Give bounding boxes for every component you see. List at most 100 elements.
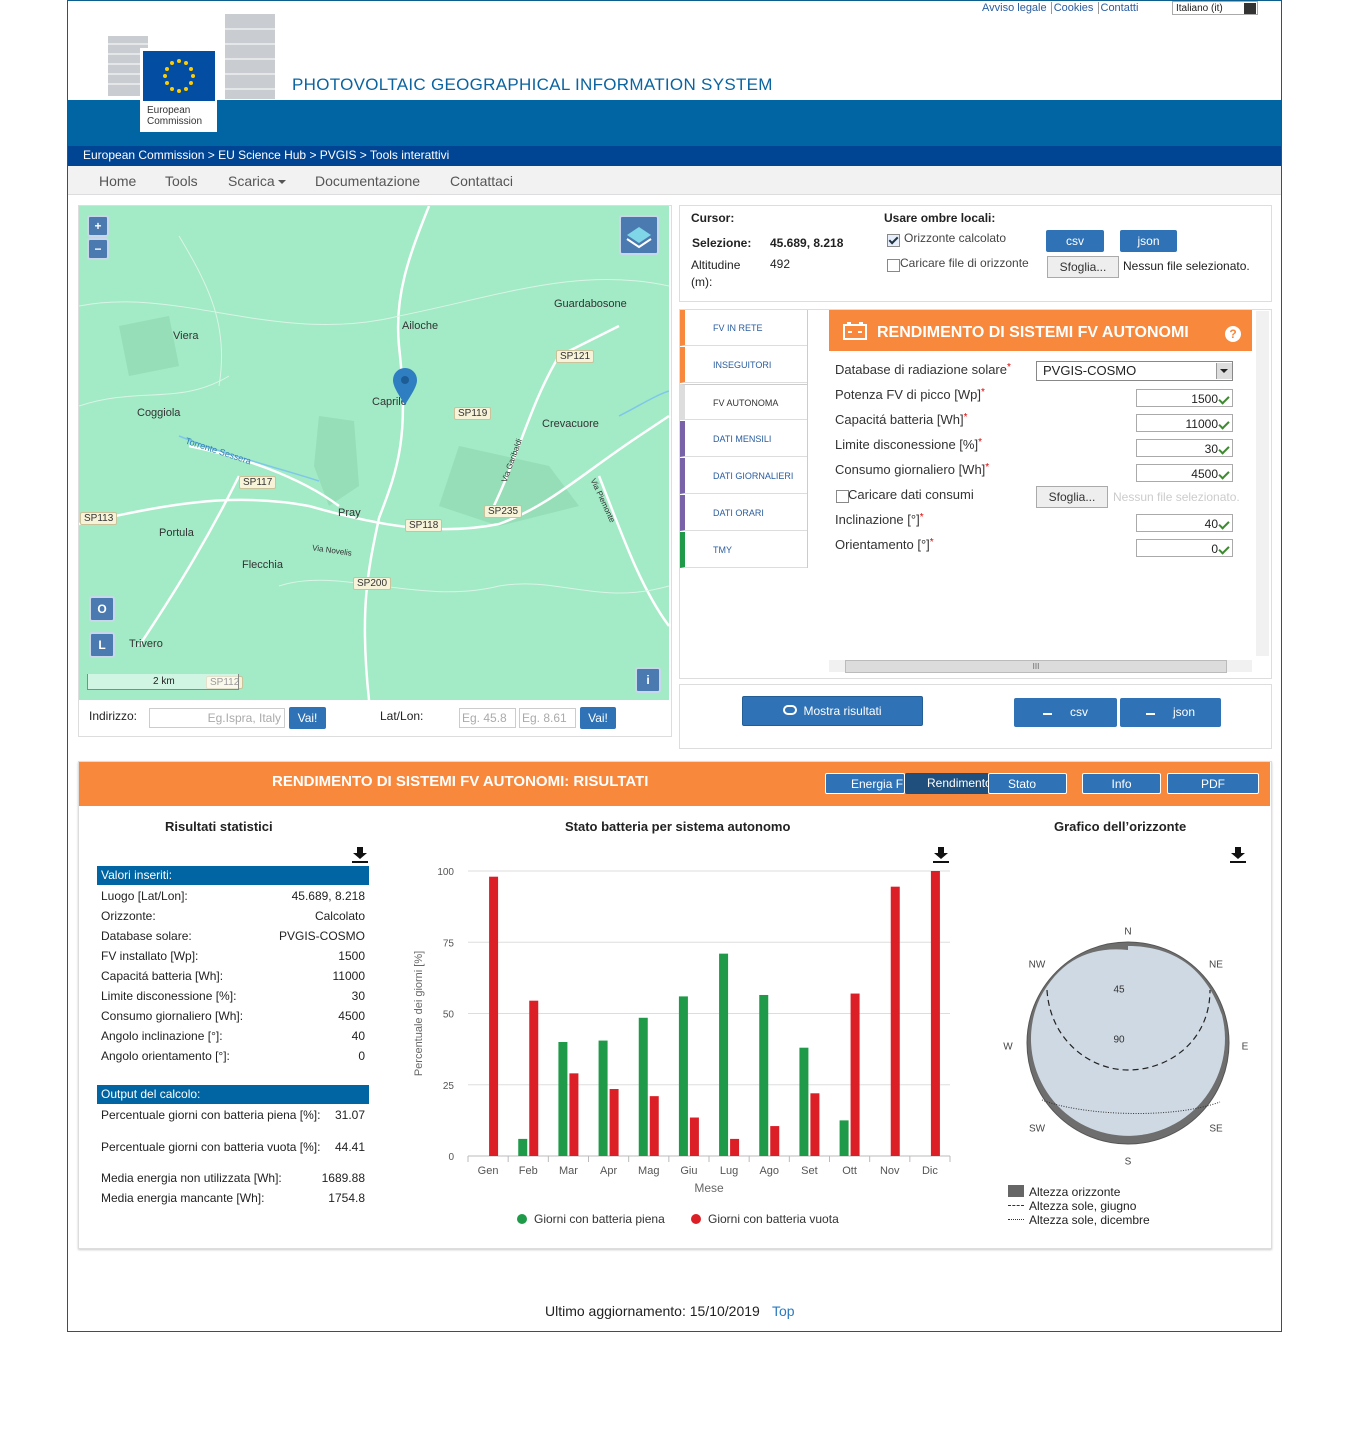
map-scale: 2 km	[87, 674, 239, 690]
lat-input[interactable]: Eg. 45.8	[459, 708, 516, 728]
map-button[interactable]: O	[89, 596, 115, 622]
last-update: Ultimo aggiornamento: 15/10/2019	[545, 1303, 760, 1319]
go-button[interactable]: Vai!	[580, 707, 616, 729]
download-icon[interactable]	[1229, 846, 1247, 864]
download-icon[interactable]	[932, 846, 950, 864]
tab[interactable]: FV IN RETE	[680, 310, 807, 346]
results-title: RENDIMENTO DI SISTEMI FV AUTONOMI: RISUL…	[272, 773, 649, 790]
map-button[interactable]: L	[89, 632, 115, 658]
tab[interactable]: DATI ORARI	[680, 495, 807, 531]
link[interactable]: Cookies	[1050, 2, 1094, 14]
breadcrumb[interactable]: European Commission > EU Science Hub > P…	[83, 148, 450, 162]
layers-button[interactable]	[619, 215, 659, 255]
tab[interactable]: DATI MENSILI	[680, 421, 807, 457]
download-icon[interactable]	[351, 846, 369, 864]
json-button[interactable]: json	[1120, 230, 1177, 252]
checkbox-checked[interactable]	[887, 234, 900, 247]
battery-icon	[843, 322, 867, 340]
y-tick-label: 25	[443, 1081, 455, 1092]
row-label: Percentuale giorni con batteria piena [%…	[101, 1108, 321, 1122]
csv-button[interactable]: csv	[1014, 698, 1117, 727]
x-tick-label: Ott	[842, 1165, 857, 1177]
field-input[interactable]: 11000	[1136, 414, 1233, 432]
vertical-scrollbar[interactable]	[1256, 311, 1269, 656]
language-select[interactable]: Italiano (it)	[1172, 1, 1258, 15]
browse-button[interactable]: Sfoglia...	[1047, 256, 1119, 278]
field-input[interactable]: 4500	[1136, 464, 1233, 482]
bar	[719, 953, 729, 1156]
show-results-button[interactable]: Mostra risultati	[742, 696, 923, 726]
scroll-grip: III	[1032, 662, 1040, 671]
scale-label: 2 km	[153, 676, 175, 687]
legend-label: Giorni con batteria piena	[534, 1212, 665, 1226]
tab[interactable]: INSEGUITORI	[680, 347, 807, 383]
result-tab[interactable]: Stato batter	[988, 773, 1067, 794]
battery-chart: 0 25 50 75 100 Gen Feb Mar Apr Mag Giu Lug Ago Set Ott…	[413, 867, 951, 1226]
label-text: Inclinazione [°]	[835, 512, 920, 527]
info-button[interactable]: Info	[1082, 773, 1161, 794]
zoom-out[interactable]: −	[87, 238, 109, 260]
bar	[730, 1138, 740, 1156]
nav-item[interactable]: Contattaci	[450, 173, 514, 189]
address-input[interactable]: Eg.Ispra, Italy	[149, 708, 285, 728]
nav-item[interactable]: Scarica	[228, 173, 275, 189]
checkbox[interactable]	[836, 490, 849, 503]
site-title: PHOTOVOLTAIC GEOGRAPHICAL INFORMATION SY…	[292, 75, 773, 94]
json-button[interactable]: json	[1120, 698, 1221, 727]
map[interactable]: Guardabosone Viera Ailoche SP121 Caprile…	[79, 206, 669, 700]
help-icon[interactable]: ?	[1225, 326, 1241, 342]
map-road-label: SP200	[353, 577, 392, 590]
table-row: Angolo orientamento [°]: 0	[101, 1049, 365, 1063]
row-label: Media energia non utilizzata [Wh]:	[101, 1171, 282, 1185]
row-value: 31.07	[334, 1108, 365, 1122]
pdf-button[interactable]: PDF	[1167, 773, 1259, 794]
field-input[interactable]: 40	[1136, 514, 1233, 532]
lon-input[interactable]: Eg. 8.61	[519, 708, 576, 728]
tab[interactable]: TMY	[680, 532, 807, 568]
map-road-label: SP113	[80, 512, 118, 525]
link[interactable]: Contatti	[1097, 2, 1139, 14]
placeholder: Eg.Ispra, Italy	[207, 711, 281, 725]
placeholder: Eg. 8.61	[522, 711, 567, 725]
legend-label: Giorni con batteria vuota	[708, 1212, 839, 1226]
zoom-in[interactable]: +	[87, 215, 109, 237]
field-label: Database di radiazione solare*	[835, 362, 1011, 377]
nav-item[interactable]: Documentazione	[315, 173, 421, 189]
x-tick-label: Gen	[478, 1165, 499, 1177]
row-value: 30	[351, 989, 365, 1003]
x-tick-label: Mag	[638, 1165, 659, 1177]
compass-label: N	[1124, 926, 1132, 938]
ring-label: 90	[1113, 1034, 1125, 1046]
table-row: Luogo [Lat/Lon]: 45.689, 8.218	[101, 889, 365, 903]
field-input[interactable]: 1500	[1136, 389, 1233, 407]
field-label: Orientamento [°]*	[835, 537, 934, 552]
go-button[interactable]: Vai!	[289, 707, 326, 729]
label-text: Database di radiazione solare	[835, 362, 1007, 377]
download-icon	[1145, 711, 1155, 715]
result-tab[interactable]: Energia F	[825, 773, 905, 794]
nav-item[interactable]: Home	[99, 173, 137, 189]
result-tab-active[interactable]: Rendimento	[905, 773, 989, 794]
select-value: PVGIS-COSMO	[1043, 363, 1137, 378]
tab[interactable]: DATI GIORNALIERI	[680, 458, 807, 494]
link[interactable]: Avviso legale	[982, 2, 1047, 14]
legend-label: Altezza orizzonte	[1029, 1185, 1121, 1199]
language: Italiano (it)	[1176, 3, 1223, 14]
bar	[839, 1120, 849, 1156]
nav-item[interactable]: Tools	[165, 173, 198, 189]
database-select[interactable]: PVGIS-COSMO	[1036, 361, 1233, 381]
button-label: json	[1137, 234, 1160, 248]
scroll-thumb[interactable]: III	[845, 660, 1227, 673]
map-label: Portula	[159, 527, 194, 539]
field-input[interactable]: 30	[1136, 439, 1233, 457]
compass-label: S	[1124, 1156, 1132, 1168]
field-input[interactable]: 0	[1136, 539, 1233, 557]
bar	[569, 1073, 579, 1156]
checkbox[interactable]	[887, 259, 900, 272]
csv-button[interactable]: csv	[1046, 230, 1104, 252]
bar	[799, 1047, 809, 1156]
tab-active[interactable]: FV AUTONOMA	[680, 384, 807, 420]
map-button[interactable]: i	[635, 667, 661, 693]
browse-button[interactable]: Sfoglia...	[1036, 486, 1108, 508]
top-link[interactable]: Top	[772, 1303, 795, 1319]
